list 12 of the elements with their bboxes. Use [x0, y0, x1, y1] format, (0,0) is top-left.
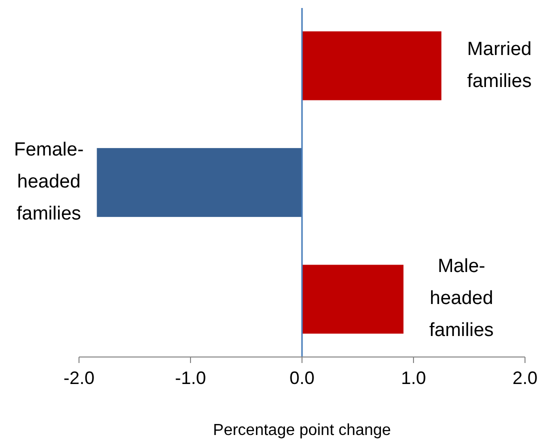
y-tick-label: Female-headed families	[14, 140, 84, 225]
x-tick-label: 2.0	[512, 368, 538, 388]
x-tick-label: -2.0	[63, 368, 95, 388]
y-tick-label: Male-headed families	[429, 256, 494, 342]
bar	[302, 31, 442, 100]
x-axis-title: Percentage point change	[213, 422, 392, 439]
bar	[302, 264, 404, 334]
x-tick-label: 1.0	[400, 368, 426, 388]
x-tick-label: 0.0	[289, 368, 315, 388]
y-tick-label: Married families	[467, 38, 532, 92]
bar	[96, 148, 302, 217]
x-tick-label: -1.0	[174, 368, 206, 388]
